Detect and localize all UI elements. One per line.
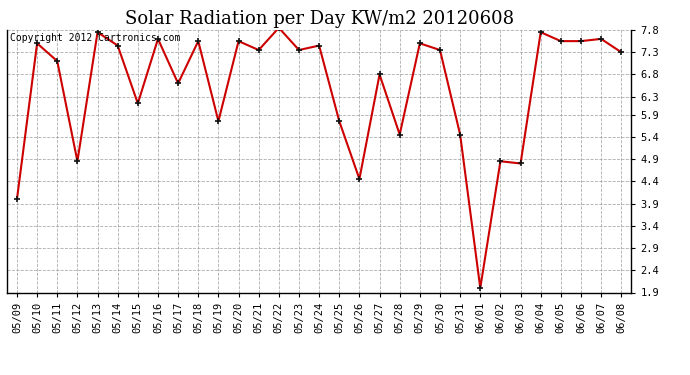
Title: Solar Radiation per Day KW/m2 20120608: Solar Radiation per Day KW/m2 20120608: [125, 10, 513, 28]
Text: Copyright 2012 Cartronics.com: Copyright 2012 Cartronics.com: [10, 33, 180, 43]
